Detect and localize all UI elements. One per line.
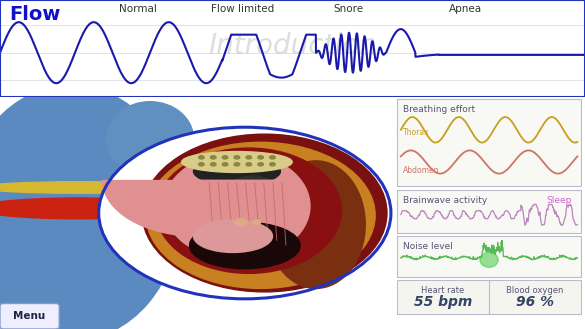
Text: Heart rate: Heart rate <box>421 286 464 295</box>
Circle shape <box>222 156 228 159</box>
FancyBboxPatch shape <box>397 280 581 314</box>
Ellipse shape <box>225 176 280 213</box>
Text: Apnea: Apnea <box>449 4 481 14</box>
Ellipse shape <box>194 220 273 252</box>
Text: Blood oxygen: Blood oxygen <box>507 286 564 295</box>
Circle shape <box>246 156 252 159</box>
Text: Sleep: Sleep <box>546 196 572 205</box>
Ellipse shape <box>164 153 310 259</box>
Text: Breathing effort: Breathing effort <box>402 105 475 114</box>
Circle shape <box>211 156 216 159</box>
Polygon shape <box>103 181 292 236</box>
Circle shape <box>253 220 261 225</box>
Ellipse shape <box>181 152 292 172</box>
FancyBboxPatch shape <box>0 303 59 329</box>
Circle shape <box>199 163 204 166</box>
FancyBboxPatch shape <box>397 99 581 186</box>
Ellipse shape <box>0 86 180 329</box>
Text: 96 %: 96 % <box>516 295 554 309</box>
Text: Brainwave activity: Brainwave activity <box>402 196 487 205</box>
FancyBboxPatch shape <box>397 190 581 233</box>
Ellipse shape <box>106 102 194 176</box>
Text: Flow: Flow <box>9 5 60 24</box>
Circle shape <box>222 163 228 166</box>
Ellipse shape <box>190 222 300 269</box>
Text: Menu: Menu <box>13 311 46 321</box>
FancyBboxPatch shape <box>397 236 581 277</box>
Text: Normal: Normal <box>119 4 156 14</box>
Ellipse shape <box>194 157 280 185</box>
Text: Thorax: Thorax <box>402 128 429 137</box>
Ellipse shape <box>267 161 365 289</box>
Ellipse shape <box>480 252 498 267</box>
Ellipse shape <box>156 148 342 273</box>
Text: 55 bpm: 55 bpm <box>414 295 472 309</box>
Circle shape <box>234 163 240 166</box>
Circle shape <box>270 156 275 159</box>
Ellipse shape <box>0 182 178 193</box>
Circle shape <box>99 127 391 299</box>
Circle shape <box>199 156 204 159</box>
Text: Noise level: Noise level <box>402 242 453 251</box>
Circle shape <box>258 163 263 166</box>
Ellipse shape <box>146 142 375 289</box>
Text: Introduction: Introduction <box>208 32 377 60</box>
Text: Flow limited: Flow limited <box>211 4 274 14</box>
Circle shape <box>234 156 240 159</box>
Ellipse shape <box>0 198 181 219</box>
Circle shape <box>270 163 275 166</box>
Circle shape <box>235 219 247 226</box>
Circle shape <box>258 156 263 159</box>
Text: Abdomen: Abdomen <box>402 165 439 175</box>
Ellipse shape <box>142 134 387 292</box>
Circle shape <box>246 163 252 166</box>
Text: Snore: Snore <box>333 4 363 14</box>
Circle shape <box>211 163 216 166</box>
